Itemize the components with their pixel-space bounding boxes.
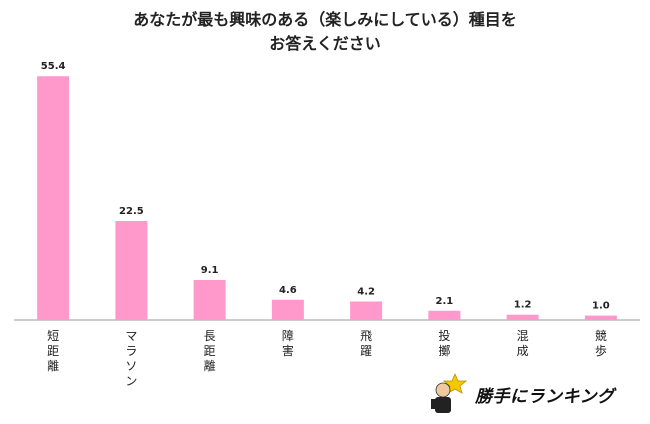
data-label-1: 22.5 — [119, 206, 144, 217]
bar-3 — [271, 299, 304, 320]
category-label-4-char-1: 躍 — [360, 344, 372, 358]
bar-2 — [193, 279, 226, 320]
title-line-1: あなたが最も興味のある（楽しみにしている）種目を — [133, 10, 517, 29]
category-label-7-char-1: 歩 — [595, 343, 607, 358]
bar-0 — [37, 76, 70, 321]
category-label-2-char-2: 離 — [204, 359, 216, 373]
data-label-6: 1.2 — [514, 300, 532, 311]
category-label-6-char-1: 成 — [517, 344, 529, 358]
title-line-2: お答えください — [269, 34, 381, 53]
category-label-1-char-2: ソ — [125, 359, 137, 373]
category-label-2-char-1: 距 — [204, 344, 216, 358]
bar-4 — [350, 301, 383, 320]
category-label-3-char-0: 障 — [282, 328, 294, 343]
logo-text: 勝手にランキング — [475, 387, 615, 407]
data-label-7: 1.0 — [592, 301, 610, 312]
category-label-6-char-0: 混 — [517, 329, 529, 343]
category-label-1-char-3: ン — [125, 374, 137, 388]
chart-title: あなたが最も興味のある（楽しみにしている）種目を お答えください — [0, 8, 650, 56]
category-label-2-char-0: 長 — [204, 329, 216, 343]
bar-6 — [506, 314, 539, 320]
category-label-5-char-0: 投 — [438, 328, 450, 343]
category-label-1-char-1: ラ — [125, 344, 137, 358]
category-label-0-char-2: 離 — [47, 359, 59, 373]
category-label-1-char-0: マ — [125, 329, 137, 343]
data-label-5: 2.1 — [436, 296, 454, 307]
data-label-2: 9.1 — [201, 265, 219, 276]
mascot-icon — [431, 372, 468, 413]
category-label-0-char-1: 距 — [47, 344, 59, 358]
bar-5 — [428, 310, 461, 320]
category-label-0-char-0: 短 — [47, 329, 59, 343]
data-label-3: 4.6 — [279, 285, 297, 296]
category-label-7-char-0: 競 — [595, 328, 607, 343]
bar-7 — [584, 315, 617, 320]
data-label-4: 4.2 — [357, 287, 375, 298]
logo: 勝手にランキング — [425, 372, 635, 416]
category-label-5-char-1: 擲 — [438, 344, 450, 358]
bar-1 — [115, 221, 148, 320]
category-label-4-char-0: 飛 — [360, 329, 372, 343]
category-label-3-char-1: 害 — [282, 343, 294, 358]
data-label-0: 55.4 — [41, 61, 66, 72]
